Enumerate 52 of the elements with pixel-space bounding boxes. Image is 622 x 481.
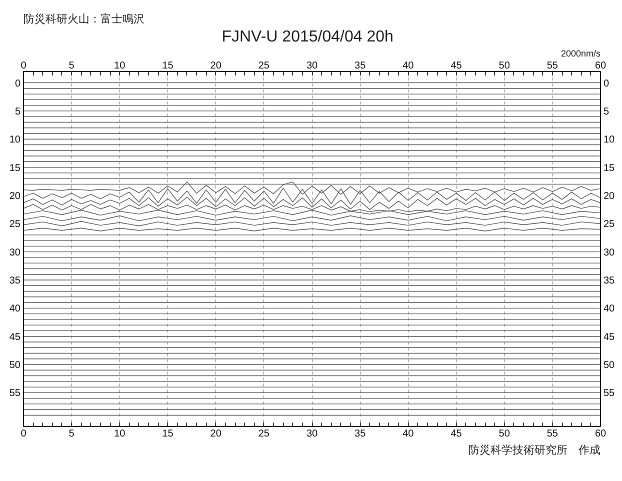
y2-tick-label: 35: [604, 275, 616, 286]
y-tick-label: 40: [9, 304, 21, 315]
y2-tick-label: 10: [604, 134, 616, 146]
y-tick-label: 20: [9, 190, 21, 202]
x2-tick-label: 30: [306, 428, 318, 440]
x2-tick-label: 10: [114, 428, 126, 440]
x-tick-label: 55: [546, 60, 558, 72]
x-tick-label: 40: [402, 60, 414, 72]
y-tick-label: 30: [9, 247, 21, 258]
y-tick-label: 15: [9, 162, 21, 174]
y2-tick-label: 55: [604, 388, 616, 400]
text: 防災科学技術研究所 作成: [468, 444, 600, 456]
x2-tick-label: 25: [258, 428, 270, 440]
y2-tick-label: 5: [604, 106, 610, 118]
x2-tick-label: 15: [162, 428, 174, 440]
x2-tick-label: 40: [402, 428, 414, 440]
y2-tick-label: 30: [604, 247, 616, 258]
y-tick-label: 0: [14, 78, 21, 90]
x2-tick-label: 20: [210, 428, 222, 440]
x-tick-label: 10: [114, 60, 126, 72]
x2-tick-label: 60: [594, 428, 606, 440]
text: 防災科研火山：富士鳴沢: [24, 12, 144, 26]
chart-title: FJNV-U 2015/04/04 20h: [222, 28, 394, 46]
x-tick-label: 30: [306, 60, 318, 72]
text: 2000nm/s: [560, 48, 601, 58]
y-tick-label: 45: [9, 332, 21, 343]
x-tick-label: 60: [594, 60, 606, 72]
x2-tick-label: 5: [68, 428, 75, 440]
y2-tick-label: 25: [604, 219, 616, 230]
x2-tick-label: 50: [498, 428, 510, 440]
y-tick-label: 50: [9, 360, 21, 372]
x-tick-label: 15: [162, 60, 174, 72]
y2-tick-label: 50: [604, 360, 616, 372]
y2-tick-label: 40: [604, 304, 616, 315]
y2-tick-label: 0: [604, 78, 610, 90]
y-tick-label: 55: [9, 388, 21, 400]
y-tick-label: 5: [14, 106, 21, 118]
y2-tick-label: 20: [604, 190, 616, 202]
x2-tick-label: 55: [546, 428, 558, 440]
x-tick-label: 25: [258, 60, 270, 72]
x-tick-label: 35: [354, 60, 366, 72]
x-tick-label: 50: [498, 60, 510, 72]
y-tick-label: 10: [9, 134, 21, 146]
x2-tick-label: 45: [450, 428, 462, 440]
x2-tick-label: 35: [354, 428, 366, 440]
y2-tick-label: 15: [604, 162, 616, 174]
x-tick-label: 20: [210, 60, 222, 72]
y-tick-label: 35: [9, 275, 21, 286]
x-tick-label: 45: [450, 60, 462, 72]
y-tick-label: 25: [9, 219, 21, 230]
y2-tick-label: 45: [604, 332, 616, 343]
x-tick-label: 5: [68, 60, 75, 72]
